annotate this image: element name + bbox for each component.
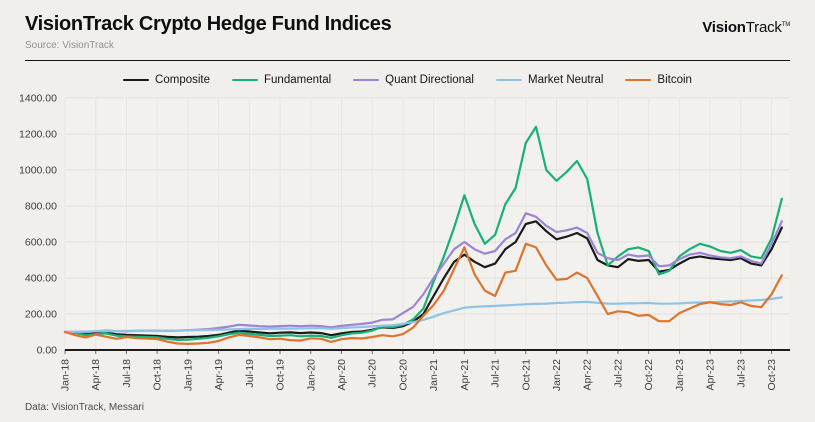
chart-legend: Composite Fundamental Quant Directional Mar… <box>0 74 815 86</box>
legend-label-market-neutral: Market Neutral <box>528 74 604 86</box>
x-tick-label: Apr-18 <box>90 359 102 391</box>
x-tick-label: Jul-21 <box>490 359 502 388</box>
legend-swatch-quant-directional <box>353 78 380 82</box>
series-line-composite <box>63 220 783 339</box>
source-subtitle: Source: VisionTrack <box>25 40 114 51</box>
data-footnote: Data: VisionTrack, Messari <box>25 402 144 413</box>
series-line-fundamental <box>63 125 783 341</box>
x-tick-label: Oct-23 <box>766 359 778 391</box>
x-tick-label: Jul-20 <box>367 359 379 388</box>
legend-label-quant-directional: Quant Directional <box>385 74 474 86</box>
y-tick-label: 1200.00 <box>19 129 57 141</box>
legend-swatch-fundamental <box>232 78 259 82</box>
line-chart: Jan-18 Apr-18 Jul-18 Oct-18 Jan-19 Apr-19 Jul-… <box>0 90 815 402</box>
visiontrack-logo: VisionTrackTM <box>702 19 790 36</box>
x-tick-label: Jul-22 <box>612 359 624 388</box>
chart-header: VisionTrack Crypto Hedge Fund Indices So… <box>25 13 392 51</box>
x-tick-label: Apr-19 <box>213 359 225 391</box>
x-tick-label: Jan-18 <box>60 359 72 391</box>
x-tick-label: Jan-20 <box>305 359 317 391</box>
legend-swatch-composite <box>123 78 150 82</box>
x-tick-label: Jul-19 <box>244 359 256 388</box>
y-tick-label: 1400.00 <box>19 93 57 105</box>
y-tick-label: 200.00 <box>25 309 57 321</box>
x-tick-label: Jan-23 <box>674 359 686 391</box>
x-tick-label: Jan-22 <box>551 359 563 391</box>
y-tick-label: 400.00 <box>25 273 57 285</box>
legend-swatch-market-neutral <box>496 78 522 82</box>
x-tick-label: Oct-22 <box>643 359 655 391</box>
legend-item-market-neutral: Market Neutral <box>496 74 603 86</box>
series-line-bitcoin <box>63 242 783 345</box>
chart-svg: Jan-18 Apr-18 Jul-18 Oct-18 Jan-19 Apr-19 Jul-… <box>19 93 790 391</box>
x-tick-label: Apr-23 <box>705 359 717 391</box>
x-tick-label: Oct-21 <box>520 359 532 391</box>
logo-bold: Vision <box>702 19 746 36</box>
x-tick-label: Jan-21 <box>428 359 440 391</box>
logo-regular: Track <box>745 19 782 36</box>
x-tick-label: Jul-23 <box>735 359 747 388</box>
y-tick-label: 600.00 <box>25 237 57 249</box>
legend-item-bitcoin: Bitcoin <box>625 74 692 86</box>
x-tick-label: Oct-18 <box>152 359 164 391</box>
page-title: VisionTrack Crypto Hedge Fund Indices <box>25 13 392 35</box>
y-tick-label: 0.00 <box>37 345 58 357</box>
y-tick-label: 1000.00 <box>19 165 57 177</box>
x-tick-label: Apr-21 <box>459 359 471 391</box>
series-line-market-neutral <box>63 296 783 334</box>
legend-label-fundamental: Fundamental <box>264 74 332 86</box>
header-divider <box>25 60 790 61</box>
logo-tm-mark: TM <box>781 22 790 28</box>
legend-item-fundamental: Fundamental <box>232 74 331 86</box>
x-tick-label: Oct-20 <box>397 359 409 391</box>
x-tick-label: Jul-18 <box>121 359 133 388</box>
legend-item-composite: Composite <box>123 74 210 86</box>
legend-swatch-bitcoin <box>625 78 652 82</box>
x-tick-label: Apr-20 <box>336 359 348 391</box>
x-tick-label: Jan-19 <box>182 359 194 391</box>
y-tick-label: 800.00 <box>25 201 57 213</box>
legend-label-bitcoin: Bitcoin <box>657 74 692 86</box>
x-tick-label: Apr-22 <box>582 359 594 391</box>
x-tick-label: Oct-19 <box>275 359 287 391</box>
legend-item-quant-directional: Quant Directional <box>353 74 474 86</box>
legend-label-composite: Composite <box>155 74 211 86</box>
